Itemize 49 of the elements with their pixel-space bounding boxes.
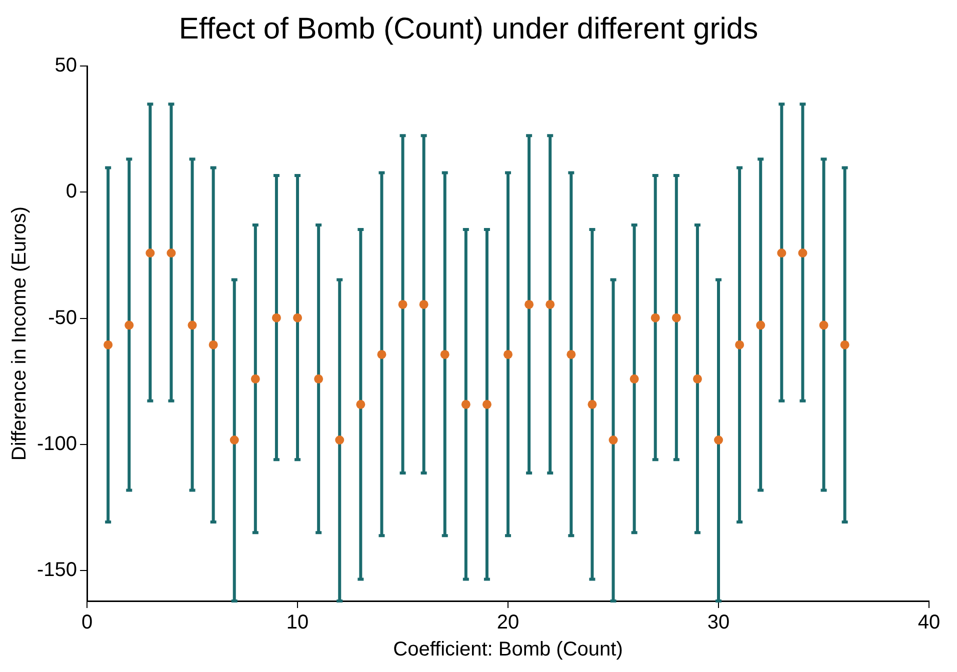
x-tick-label: 40 (918, 612, 940, 634)
point (377, 350, 386, 359)
point (230, 435, 239, 444)
point (819, 320, 828, 330)
point (482, 400, 492, 409)
point (208, 340, 218, 350)
point (188, 320, 197, 330)
point (293, 313, 302, 322)
point (777, 248, 786, 258)
x-tick-label: 30 (707, 612, 730, 634)
point (630, 374, 639, 384)
point (335, 435, 344, 444)
y-tick-label: 0 (66, 180, 78, 203)
point (398, 300, 408, 309)
point (608, 435, 618, 444)
point (104, 340, 113, 350)
point (166, 248, 176, 258)
point (756, 320, 766, 330)
point (250, 374, 260, 384)
point (840, 340, 850, 350)
point (798, 248, 808, 258)
y-axis-title: Difference in Income (Euros) (8, 206, 31, 461)
point (546, 300, 555, 309)
y-tick-label: -50 (48, 306, 78, 329)
y-tick-label: -150 (37, 559, 78, 582)
point (440, 350, 450, 359)
point (524, 300, 534, 309)
x-axis-title: Coefficient: Bomb (Count) (393, 638, 623, 661)
chart-title: Effect of Bomb (Count) under different grids (178, 12, 758, 46)
y-tick-label: 50 (54, 54, 78, 77)
point (419, 300, 428, 309)
point (588, 400, 597, 409)
x-tick-label: 0 (81, 612, 93, 634)
point (714, 435, 724, 444)
point (461, 400, 470, 409)
point (650, 313, 660, 322)
point (146, 248, 155, 258)
x-tick-label: 20 (496, 612, 520, 634)
point (272, 313, 281, 322)
point (504, 350, 513, 359)
point (672, 313, 681, 322)
point (314, 374, 324, 384)
y-tick-label: -100 (37, 433, 78, 456)
point (735, 340, 744, 350)
point (124, 320, 134, 330)
point (356, 400, 366, 409)
point (566, 350, 576, 359)
point (692, 374, 702, 384)
x-tick-label: 10 (286, 612, 309, 634)
